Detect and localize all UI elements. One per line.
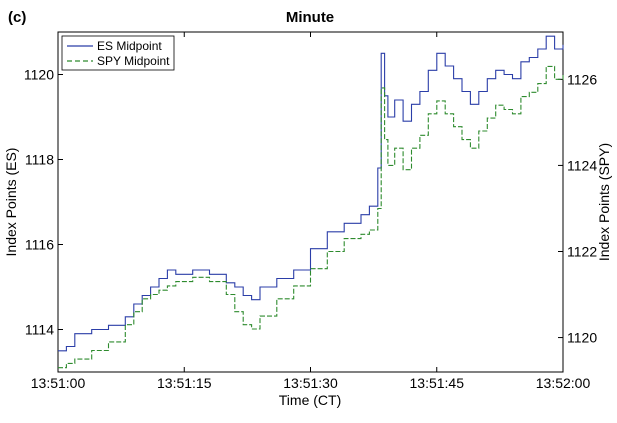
legend-label-es: ES Midpoint xyxy=(97,39,162,53)
y-axis-title-left: Index Points (ES) xyxy=(3,148,19,257)
y-right-tick-label: 1122 xyxy=(567,243,597,259)
legend: ES Midpoint SPY Midpoint xyxy=(61,35,175,71)
x-axis-title: Time (CT) xyxy=(279,392,341,408)
chart-title: Minute xyxy=(286,9,334,26)
x-tick-label: 13:51:15 xyxy=(157,375,212,391)
x-tick-label: 13:51:00 xyxy=(31,375,86,391)
series-line-es-midpoint xyxy=(58,35,564,352)
x-tick-label: 13:51:45 xyxy=(410,375,465,391)
y-axis-title-right: Index Points (SPY) xyxy=(596,143,612,261)
panel-label: (c) xyxy=(8,9,26,26)
series-line-spy-midpoint xyxy=(58,65,564,369)
series-layer xyxy=(58,35,564,369)
y-right-tick-label: 1124 xyxy=(567,157,597,173)
y-left-tick-label: 1114 xyxy=(25,322,54,338)
y-left-tick-label: 1120 xyxy=(24,67,54,83)
x-tick-label: 13:52:00 xyxy=(536,375,591,391)
y-left-tick-label: 1116 xyxy=(25,237,54,253)
y-right-tick-label: 1126 xyxy=(567,71,597,87)
legend-box xyxy=(61,35,175,71)
x-tick-label: 13:51:30 xyxy=(283,375,338,391)
legend-label-spy: SPY Midpoint xyxy=(97,54,170,68)
ticks-layer: 13:51:00 13:51:15 13:51:30 13:51:45 13:52:00… xyxy=(24,32,597,391)
y-right-tick-label: 1120 xyxy=(567,330,597,346)
y-left-tick-label: 1118 xyxy=(25,152,54,168)
